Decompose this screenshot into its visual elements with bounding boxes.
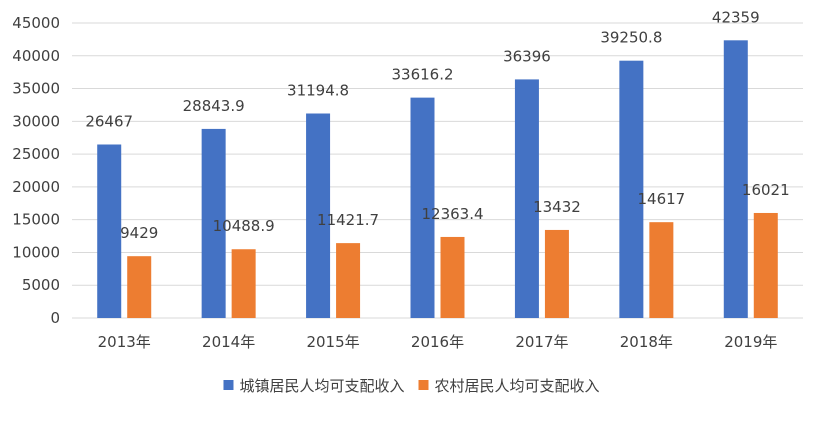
legend-label-0: 城镇居民人均可支配收入 (239, 377, 404, 395)
x-tick-label: 2019年 (724, 333, 777, 351)
bar-series-1-1 (231, 249, 256, 318)
bar-series-0-4 (514, 79, 539, 319)
data-label: 16021 (742, 181, 790, 199)
y-tick-label: 40000 (12, 47, 60, 65)
data-labels: 26467 9429 28843.9 10488.9 31194.8 11421.7 336… (85, 8, 789, 242)
bar-series-1-2 (336, 243, 361, 318)
x-tick-label: 2015年 (306, 333, 359, 351)
y-tick-label: 25000 (12, 145, 60, 163)
data-label: 10488.9 (213, 217, 275, 235)
y-axis-ticks: 0 5000 10000 15000 20000 25000 30000 35000 40000… (12, 14, 60, 327)
data-label: 31194.8 (287, 82, 349, 100)
data-label: 14617 (637, 190, 685, 208)
y-tick-label: 15000 (12, 211, 60, 229)
x-axis-ticks: 2013年 2014年 2015年 2016年 2017年 2018年 2019年 (98, 333, 778, 351)
x-tick-label: 2014年 (202, 333, 255, 351)
y-tick-label: 45000 (12, 14, 60, 32)
y-tick-label: 20000 (12, 178, 60, 196)
bar-series-0-5 (619, 60, 644, 318)
bar-series-1-5 (649, 222, 674, 318)
bar-series-1-4 (544, 229, 569, 318)
x-tick-label: 2013年 (98, 333, 151, 351)
data-label: 13432 (533, 198, 581, 216)
bars (97, 40, 778, 319)
y-tick-label: 0 (50, 309, 60, 327)
data-label: 39250.8 (600, 29, 662, 47)
y-tick-label: 35000 (12, 80, 60, 98)
x-tick-label: 2018年 (620, 333, 673, 351)
data-label: 42359 (712, 8, 760, 26)
legend: 城镇居民人均可支配收入 农村居民人均可支配收入 (223, 377, 600, 395)
data-label: 9429 (120, 224, 158, 242)
bar-series-1-0 (127, 256, 152, 318)
x-tick-label: 2016年 (411, 333, 464, 351)
data-label: 28843.9 (183, 97, 245, 115)
bar-series-1-6 (753, 212, 778, 318)
data-label: 11421.7 (317, 211, 379, 229)
x-tick-label: 2017年 (515, 333, 568, 351)
bar-series-0-6 (723, 40, 748, 318)
gridlines (72, 22, 803, 319)
bar-series-1-3 (440, 236, 465, 318)
data-label: 26467 (85, 112, 133, 130)
y-tick-label: 5000 (22, 276, 60, 294)
legend-swatch-1 (418, 380, 429, 390)
data-label: 33616.2 (391, 66, 453, 84)
data-label: 36396 (503, 47, 551, 65)
y-tick-label: 10000 (12, 243, 60, 261)
bar-series-0-2 (306, 113, 331, 318)
data-label: 12363.4 (421, 205, 483, 223)
legend-label-1: 农村居民人均可支配收入 (435, 377, 600, 395)
bar-series-0-1 (201, 128, 226, 318)
bar-series-0-3 (410, 97, 435, 318)
bar-series-0-0 (97, 144, 122, 318)
legend-swatch-0 (223, 380, 234, 390)
y-tick-label: 30000 (12, 112, 60, 130)
